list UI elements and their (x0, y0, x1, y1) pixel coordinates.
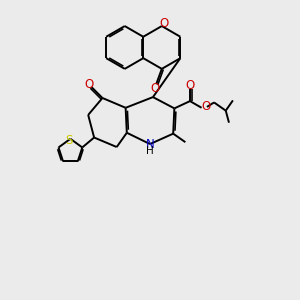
Text: O: O (160, 16, 169, 30)
Text: O: O (85, 78, 94, 91)
Text: O: O (185, 79, 195, 92)
Text: O: O (201, 100, 210, 113)
Text: S: S (65, 134, 73, 147)
Text: O: O (150, 82, 159, 95)
Text: H: H (146, 146, 154, 156)
Text: N: N (146, 138, 154, 151)
